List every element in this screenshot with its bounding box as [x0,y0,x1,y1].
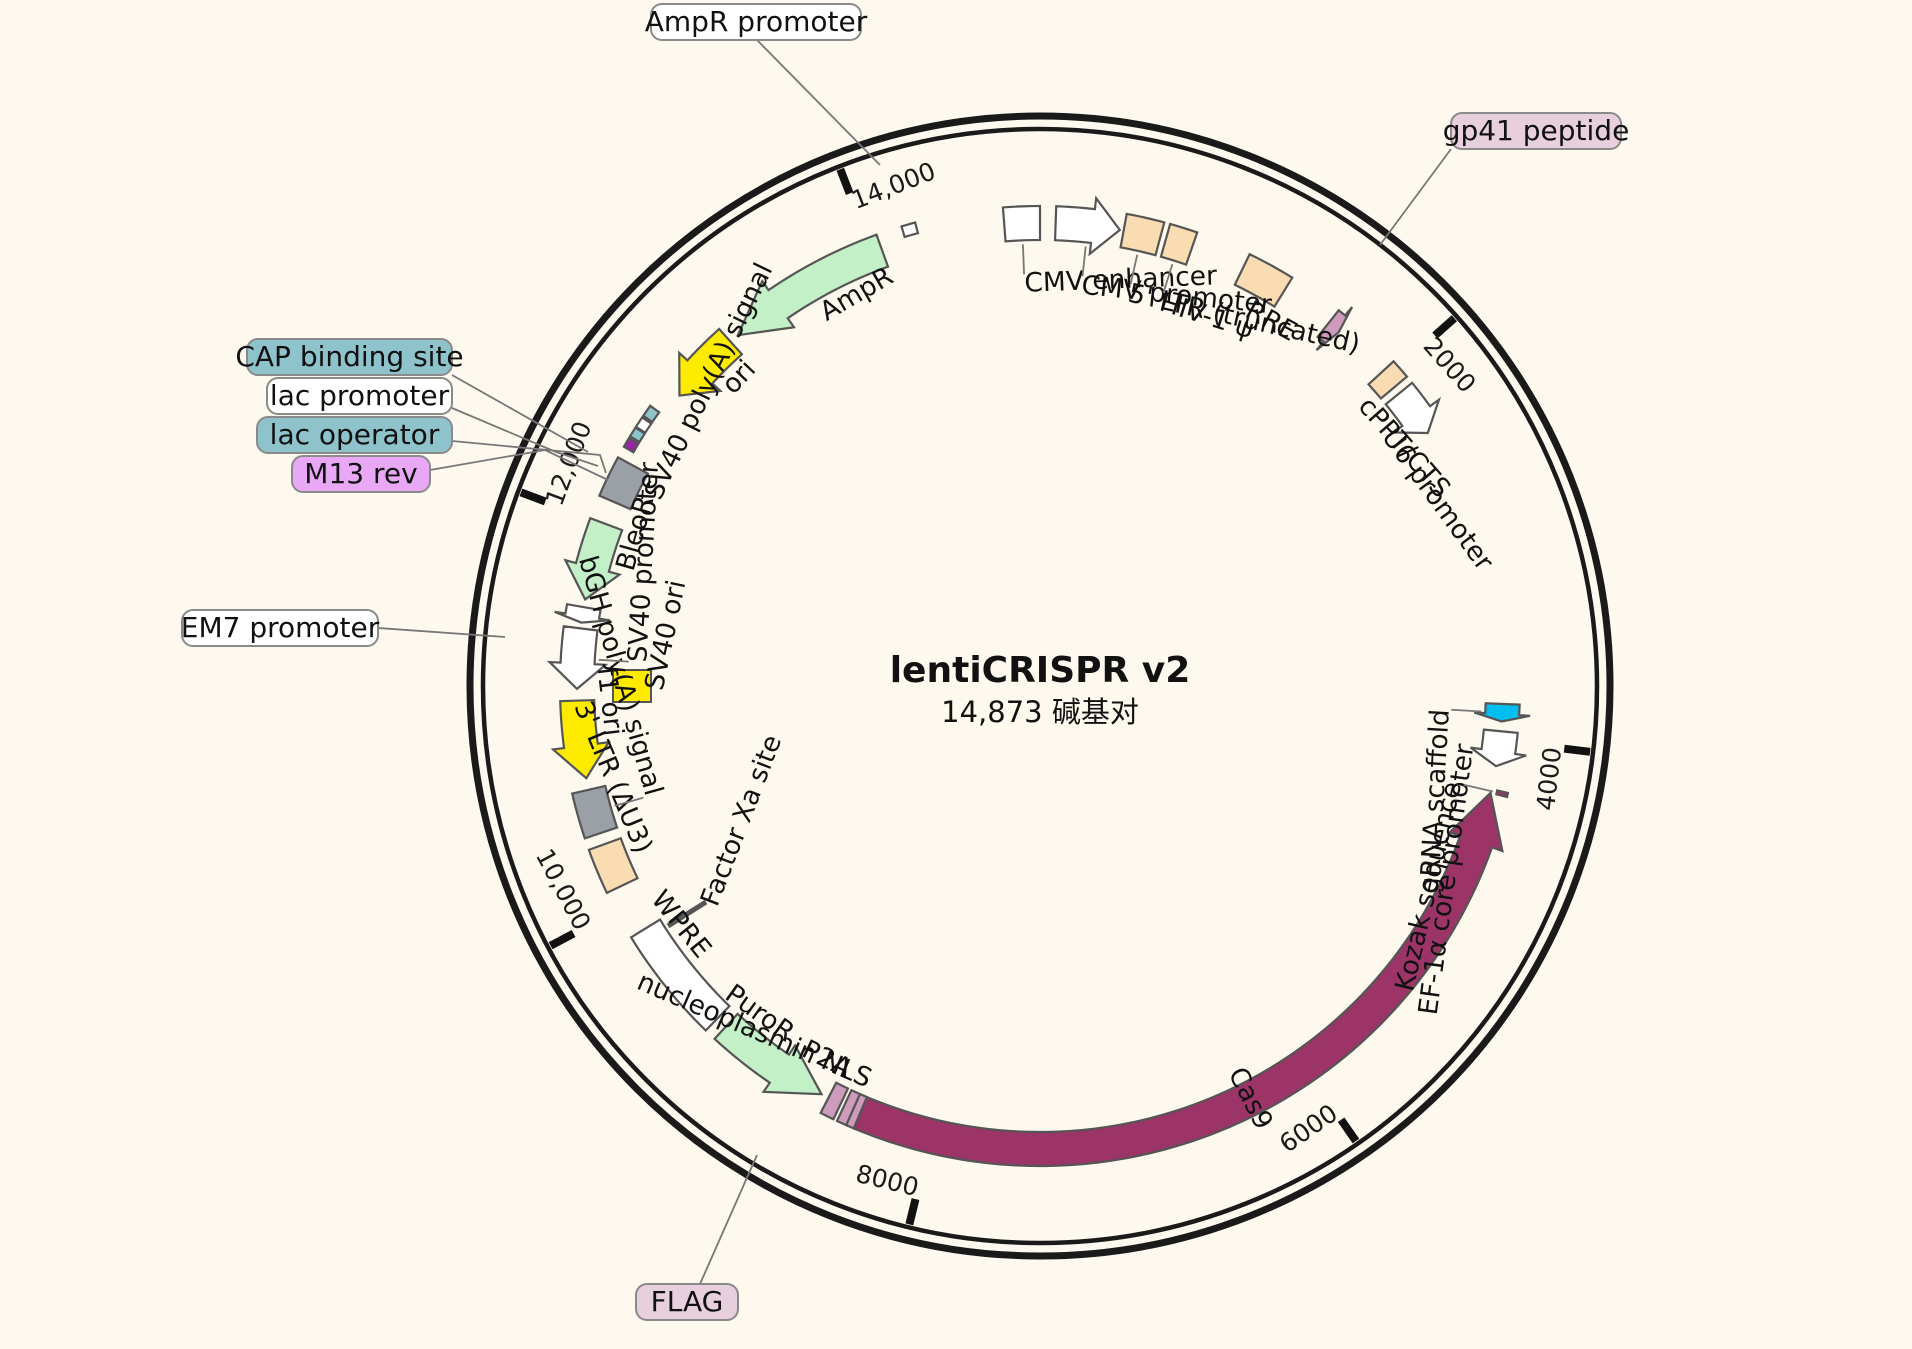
feature-grna-scaffold-shape [1473,702,1531,723]
feature-5-ltr-truncated-shape [1119,212,1166,257]
callout-box-m13-rev[interactable] [291,455,431,493]
ruler-tick [905,1198,920,1226]
feature-bleor-shape [563,516,624,602]
feature-cmv-promoter-shape [1053,195,1122,257]
feature-p2a-shape [819,1081,850,1121]
feature-lac-promoter-shape [634,415,653,435]
feature-bgh-poly-a-signal-shape [570,784,619,840]
callout-text-gp41-peptide: gp41 peptide [1443,114,1630,147]
callout-leader-flag [699,1154,758,1285]
feature-bgh-poly-a-signal-leader [614,796,644,807]
callout-box-gp41-peptide[interactable] [1450,112,1622,150]
callout-box-em7-promoter[interactable] [181,609,379,647]
feature-nucleoplasmin-nls-shape [844,1092,869,1130]
feature-flag-shape [835,1088,862,1127]
feature-cmv-enhancer-shape [1001,204,1042,243]
feature-u6-promoter-shape [1384,381,1442,435]
feature-hiv-1-psi-leader [1162,264,1174,294]
callout-text-flag: FLAG [651,1285,724,1318]
feature-5-ltr-truncated-leader [1129,254,1139,285]
feature-ef-1a-core-promoter-shape [1469,728,1527,768]
callout-labels: AmpR promoter gp41 peptide CAP binding sit… [181,3,1630,1321]
callout-cap-binding-site[interactable]: CAP binding site [235,338,589,453]
feature-cap-binding-site-shape [641,404,661,424]
callout-leader-ampr-promoter [756,39,881,166]
callout-leader-m13-rev [429,449,609,481]
plasmid-backbone [466,112,1614,1260]
feature-factor-xa-site-mark [666,899,708,929]
feature-sv40-promoter-leader [598,658,629,663]
feature-kozak-sequence-shape [1495,789,1510,799]
callout-gp41-peptide[interactable]: gp41 peptide [1379,112,1630,246]
callout-text-lac-operator: lac operator [270,418,440,451]
ruler-tick [519,488,547,506]
feature-ori-shape [678,327,744,397]
callout-text-cap-binding-site: CAP binding site [235,340,463,373]
feature-f1-ori-shape [550,698,611,780]
callout-box-lac-operator[interactable] [256,416,453,454]
callout-leader-gp41-peptide [1379,148,1452,246]
feature-em7-promoter-shape [554,602,611,624]
callout-m13-rev[interactable]: M13 rev [291,449,609,493]
feature-sv40-ori [612,669,652,703]
callout-leader-em7-promoter [377,627,506,638]
ruler-tick [548,929,576,950]
feature-cppt-cts-shape [1366,359,1409,401]
feature-ampr-promoter-shape [900,221,920,239]
feature-grna-scaffold-leader [1451,708,1482,713]
callout-text-em7-promoter: EM7 promoter [181,611,380,644]
feature-m13-rev-shape [622,436,640,454]
ruler-tick [1432,315,1457,339]
feature-sv40-promoter-shape [546,625,609,691]
callout-leader-cap-binding-site [451,374,589,453]
callout-text-ampr-promoter: AmpR promoter [645,5,868,38]
feature-3-ltr-du3-shape [587,836,640,895]
feature-cas9-shape [852,790,1504,1168]
callout-leader-lac-operator [451,440,607,474]
feature-wpre-shape [629,918,731,1033]
plasmid-title-group: lentiCRISPR v2 14,873 碱基对 [890,650,1191,729]
feature-sv40-ori-swatch [612,669,652,703]
feature-puror-shape [713,1012,824,1096]
callout-text-lac-promoter: lac promoter [270,379,450,412]
plasmid-name: lentiCRISPR v2 [890,650,1191,691]
callout-box-flag[interactable] [635,1283,739,1321]
feature-rre-shape [1233,252,1294,309]
feature-factor-xa-site [666,899,708,929]
callout-box-lac-promoter[interactable] [266,377,453,415]
callout-ampr-promoter[interactable]: AmpR promoter [645,3,881,166]
feature-ampr-shape [736,233,890,337]
feature-kozak-sequence-leader [1463,783,1494,793]
callout-lac-promoter[interactable]: lac promoter [266,377,599,467]
feature-gp41-peptide-shape [1315,306,1354,352]
ruler-tick [1337,1117,1360,1144]
callout-text-m13-rev: M13 rev [304,457,417,490]
feature-cmv-enhancer-leader [1022,244,1025,275]
feature-shapes [546,195,1531,1168]
feature-cmv-promoter-leader [1081,246,1087,277]
feature-hiv-1-psi-shape [1159,222,1199,267]
ruler-tick [836,167,854,195]
callout-box-ampr-promoter[interactable] [650,3,862,41]
plasmid-size-label: 14,873 碱基对 [941,695,1139,729]
callout-em7-promoter[interactable]: EM7 promoter [181,609,506,647]
ruler-tick [1563,744,1591,756]
callout-box-cap-binding-site[interactable] [246,338,453,376]
callout-lac-operator[interactable]: lac operator [256,416,607,474]
callout-flag[interactable]: FLAG [635,1154,758,1321]
callout-leader-lac-promoter [451,407,599,467]
feature-cmv-enhancer-label: CMV enhancer [1024,260,1218,298]
